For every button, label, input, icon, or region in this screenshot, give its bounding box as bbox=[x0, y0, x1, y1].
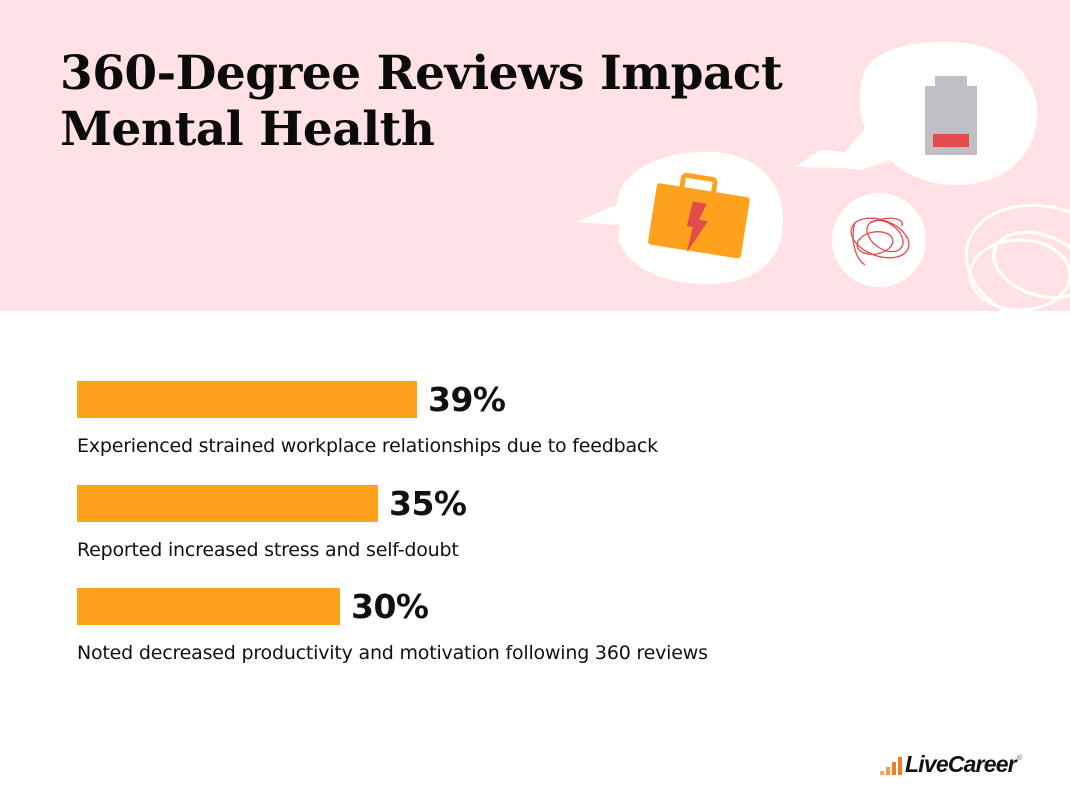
low-battery-icon bbox=[925, 76, 977, 155]
red-scribble-icon bbox=[850, 217, 910, 266]
percent-value: 35% bbox=[389, 484, 467, 523]
logo-text: LiveCareer bbox=[905, 751, 1017, 777]
briefcase-lightning-icon bbox=[648, 172, 750, 259]
registered-mark: ® bbox=[1016, 755, 1023, 762]
bar bbox=[77, 381, 417, 418]
bar bbox=[77, 588, 340, 625]
title-line-2: Mental Health bbox=[60, 102, 435, 157]
battery-speech-bubble bbox=[795, 41, 1038, 185]
chart-row: 35% Reported increased stress and self-d… bbox=[77, 484, 467, 561]
row-label: Noted decreased productivity and motivat… bbox=[77, 642, 708, 664]
chart-row: 39% Experienced strained workplace relat… bbox=[77, 380, 658, 457]
white-scribble-decoration bbox=[964, 203, 1070, 311]
logo-mark-icon bbox=[880, 755, 902, 775]
percent-value: 30% bbox=[351, 587, 429, 626]
header-banner: 360-Degree Reviews Impact Mental Health bbox=[0, 0, 1070, 311]
livecareer-logo: LiveCareer ® bbox=[880, 751, 1022, 778]
page-title: 360-Degree Reviews Impact Mental Health bbox=[60, 46, 783, 158]
header-illustration bbox=[576, 41, 1070, 311]
red-scribble-bubble bbox=[832, 193, 926, 287]
title-line-1: 360-Degree Reviews Impact bbox=[60, 46, 783, 101]
row-label: Experienced strained workplace relations… bbox=[77, 435, 658, 457]
chart-row: 30% Noted decreased productivity and mot… bbox=[77, 587, 708, 664]
briefcase-speech-bubble bbox=[576, 151, 784, 285]
percent-value: 39% bbox=[428, 380, 506, 419]
bar bbox=[77, 485, 378, 522]
row-label: Reported increased stress and self-doubt bbox=[77, 539, 459, 561]
